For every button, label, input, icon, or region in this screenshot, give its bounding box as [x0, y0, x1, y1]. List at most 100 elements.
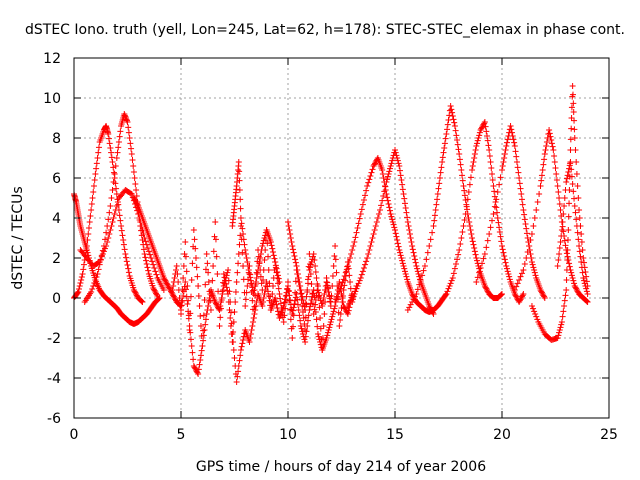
data-point	[404, 307, 411, 313]
data-point	[398, 255, 405, 261]
data-point	[93, 165, 100, 172]
data-point	[474, 257, 481, 264]
data-point	[537, 183, 544, 189]
data-point	[224, 269, 231, 276]
data-point	[143, 241, 150, 248]
data-point	[572, 209, 579, 216]
data-point	[411, 295, 418, 301]
data-point	[556, 201, 563, 207]
data-point	[379, 167, 386, 173]
data-point	[220, 287, 227, 293]
y-tick-label: 0	[52, 291, 61, 307]
data-point	[261, 257, 268, 263]
data-point	[236, 177, 243, 184]
data-point	[575, 236, 582, 243]
data-point	[442, 292, 449, 298]
data-point	[237, 215, 244, 221]
data-point	[569, 181, 576, 187]
data-point	[96, 259, 103, 265]
data-point	[513, 153, 520, 160]
data-point	[130, 195, 137, 201]
data-point	[148, 255, 155, 261]
data-point	[416, 276, 423, 283]
data-point	[314, 323, 321, 330]
data-point	[311, 257, 318, 263]
data-point	[260, 237, 267, 244]
data-point	[202, 316, 209, 323]
data-point	[272, 262, 279, 269]
data-point	[271, 255, 278, 262]
data-point	[83, 247, 90, 254]
data-point	[117, 217, 124, 224]
data-point	[334, 293, 341, 300]
data-point	[474, 140, 481, 147]
data-point	[413, 291, 420, 297]
data-point	[512, 148, 519, 155]
data-point	[195, 371, 202, 377]
data-point	[481, 119, 488, 125]
data-point	[458, 235, 465, 241]
data-point	[183, 293, 190, 300]
data-point	[556, 329, 563, 336]
data-point	[523, 230, 530, 237]
data-point	[231, 355, 238, 361]
data-point	[294, 267, 301, 273]
data-point	[249, 297, 256, 304]
data-point	[248, 281, 255, 287]
data-point	[145, 248, 152, 255]
data-point	[491, 193, 498, 200]
data-point	[308, 297, 315, 303]
data-point	[414, 265, 421, 272]
data-point	[131, 288, 138, 295]
data-point	[237, 232, 244, 239]
data-point	[243, 289, 250, 296]
data-point	[105, 235, 112, 241]
data-point	[153, 291, 160, 298]
data-point	[160, 275, 167, 281]
data-point	[350, 243, 357, 249]
data-point	[105, 135, 112, 142]
data-point	[563, 179, 570, 185]
data-point	[235, 159, 242, 165]
data-point	[382, 183, 389, 190]
data-point	[366, 176, 373, 183]
data-point	[498, 291, 505, 298]
data-point	[227, 315, 234, 321]
data-point	[392, 147, 398, 153]
data-point	[314, 281, 321, 287]
data-point	[318, 300, 325, 307]
data-point	[268, 242, 275, 249]
data-point	[568, 104, 575, 111]
data-point	[255, 267, 262, 273]
data-point	[571, 126, 578, 133]
data-point	[265, 253, 272, 260]
data-point	[443, 291, 450, 297]
data-point	[366, 247, 373, 253]
data-point	[449, 109, 456, 116]
data-point	[197, 323, 204, 329]
data-point	[308, 281, 315, 287]
data-point	[471, 151, 478, 157]
data-point	[564, 247, 571, 253]
data-point	[146, 251, 153, 258]
x-tick-label: 0	[70, 427, 79, 443]
data-point	[540, 292, 547, 299]
data-point	[565, 227, 572, 233]
data-point	[499, 291, 505, 297]
x-tick-label: 20	[493, 427, 511, 443]
data-point	[402, 271, 409, 277]
data-point	[370, 163, 377, 169]
data-point	[184, 301, 191, 307]
data-point	[428, 307, 435, 313]
data-point	[286, 297, 293, 304]
data-point	[170, 292, 177, 299]
data-point	[451, 123, 458, 129]
data-point	[119, 232, 126, 239]
data-point	[493, 196, 500, 203]
data-point	[219, 291, 226, 297]
data-point	[132, 197, 139, 204]
data-point	[409, 299, 416, 305]
data-point	[182, 279, 189, 285]
data-point	[403, 209, 410, 216]
data-point	[439, 159, 446, 165]
